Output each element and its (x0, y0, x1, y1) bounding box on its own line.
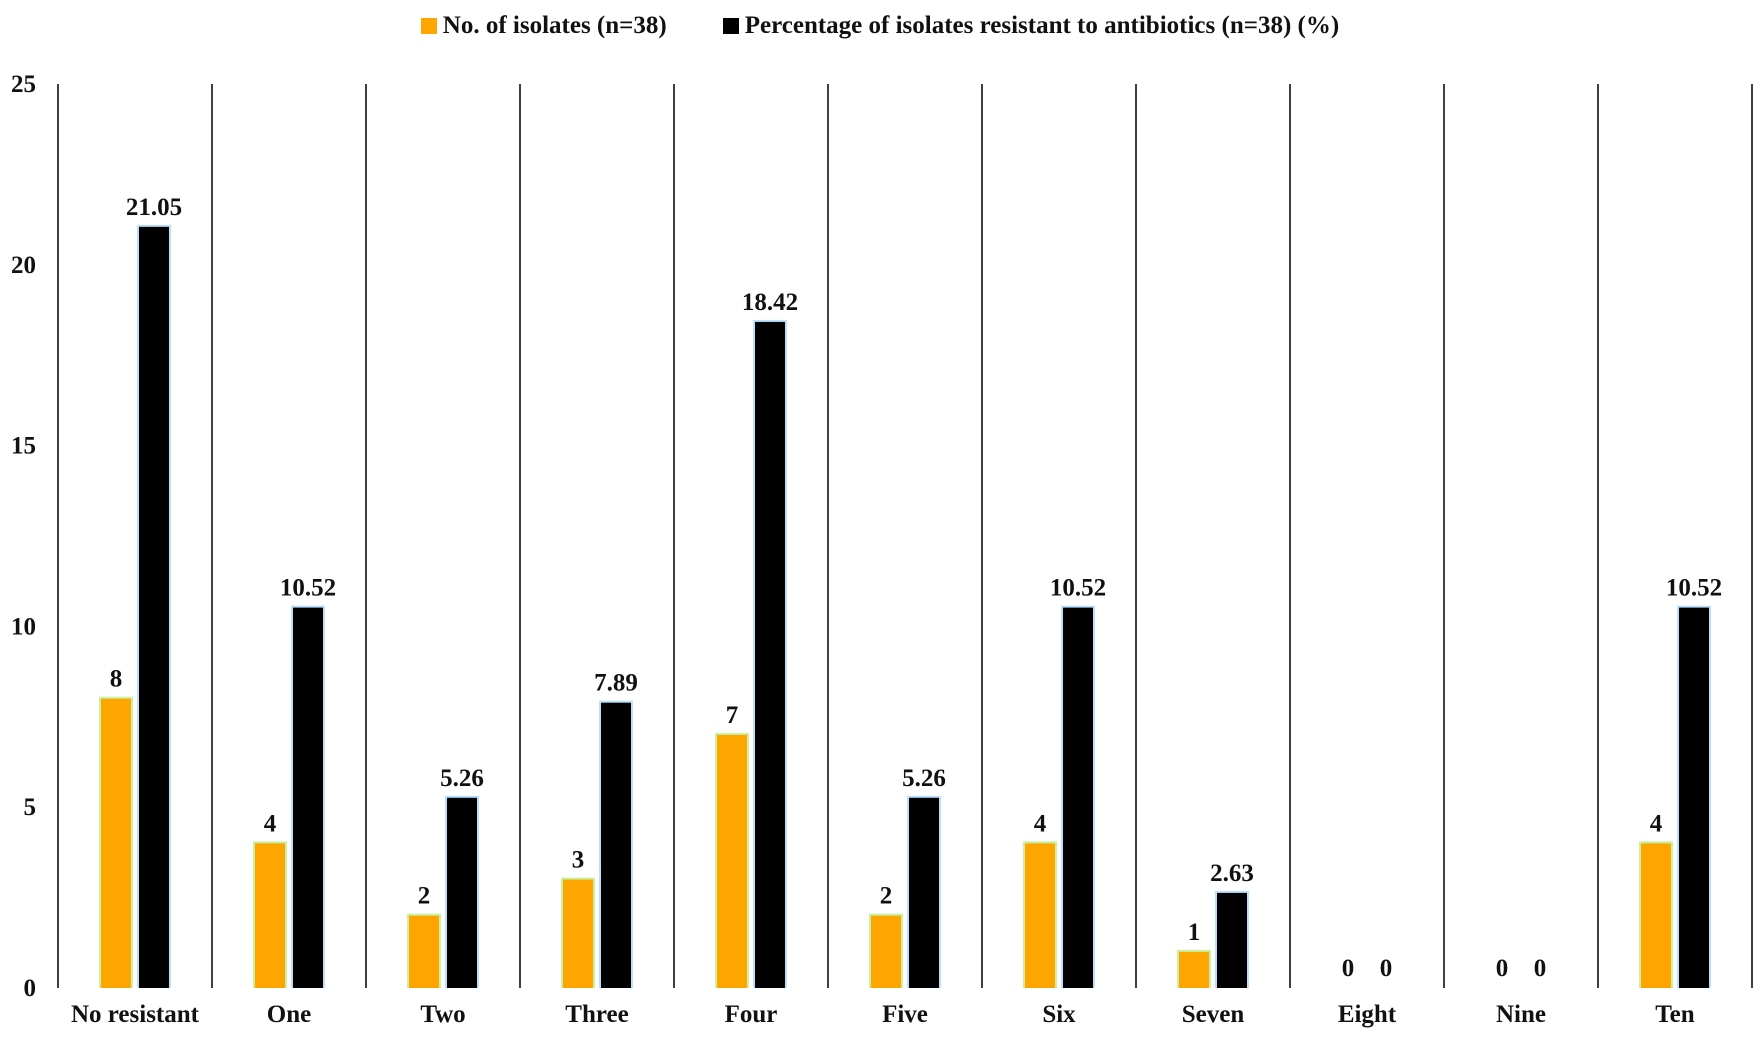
data-label: 10.52 (280, 575, 336, 602)
y-tick-label: 20 (11, 252, 36, 279)
y-tick-label: 0 (24, 975, 37, 1002)
bar-isolates (871, 915, 901, 988)
legend-swatch-isolates (420, 18, 437, 34)
x-tick-label: Two (420, 1001, 465, 1028)
x-tick-label: Seven (1182, 1001, 1245, 1028)
bar-isolates (563, 879, 593, 988)
data-label: 2.63 (1210, 860, 1254, 887)
x-tick-label: One (267, 1001, 311, 1028)
data-label: 1 (1188, 919, 1201, 946)
bar-percentage (139, 226, 169, 988)
bar-percentage (755, 321, 785, 988)
bar-percentage (909, 797, 939, 988)
x-tick-label: Six (1042, 1001, 1076, 1028)
data-label: 8 (110, 666, 123, 693)
data-label: 0 (1380, 955, 1393, 982)
x-tick-label: Three (565, 1001, 628, 1028)
data-label: 5.26 (902, 765, 946, 792)
y-tick-label: 15 (11, 433, 36, 460)
data-label: 0 (1342, 955, 1355, 982)
data-label: 2 (418, 883, 431, 910)
y-tick-label: 25 (11, 71, 36, 98)
y-tick-label: 10 (11, 613, 36, 640)
bar-isolates (1179, 951, 1209, 988)
x-tick-label: Nine (1496, 1001, 1546, 1028)
data-label: 10.52 (1050, 575, 1106, 602)
x-tick-label: Ten (1655, 1001, 1694, 1028)
bar-isolates (1025, 843, 1055, 988)
y-tick-label: 5 (24, 794, 37, 821)
data-label: 0 (1534, 955, 1547, 982)
data-label: 3 (572, 847, 585, 874)
bar-percentage (1679, 607, 1709, 988)
legend-label-isolates: No. of isolates (n=38) (442, 12, 667, 39)
legend-item-isolates: No. of isolates (n=38) (420, 12, 667, 40)
bar-isolates (409, 915, 439, 988)
x-tick-label: No resistant (71, 1001, 200, 1028)
data-label: 4 (264, 810, 277, 837)
data-label: 4 (1034, 810, 1047, 837)
data-label: 7 (726, 702, 739, 729)
bar-percentage (1063, 607, 1093, 988)
data-label: 21.05 (126, 194, 182, 221)
data-label: 2 (880, 883, 893, 910)
bar-percentage (447, 797, 477, 988)
data-label: 0 (1496, 955, 1509, 982)
bar-percentage (601, 702, 631, 988)
x-tick-label: Eight (1338, 1001, 1397, 1028)
legend-swatch-percentage (722, 18, 739, 34)
data-label: 4 (1650, 810, 1663, 837)
data-label: 18.42 (742, 289, 798, 316)
bar-isolates (717, 734, 747, 988)
x-tick-label: Five (882, 1001, 928, 1028)
legend-item-percentage: Percentage of isolates resistant to anti… (722, 12, 1340, 40)
data-label: 10.52 (1666, 575, 1722, 602)
bar-percentage (1217, 892, 1247, 988)
legend: No. of isolates (n=38) Percentage of iso… (0, 12, 1760, 40)
legend-label-percentage: Percentage of isolates resistant to anti… (744, 12, 1340, 39)
bar-isolates (255, 843, 285, 988)
bar-percentage (293, 607, 323, 988)
bar-isolates (1641, 843, 1671, 988)
data-label: 7.89 (594, 670, 638, 697)
data-label: 5.26 (440, 765, 484, 792)
bar-isolates (101, 698, 131, 988)
x-tick-label: Four (725, 1001, 778, 1028)
